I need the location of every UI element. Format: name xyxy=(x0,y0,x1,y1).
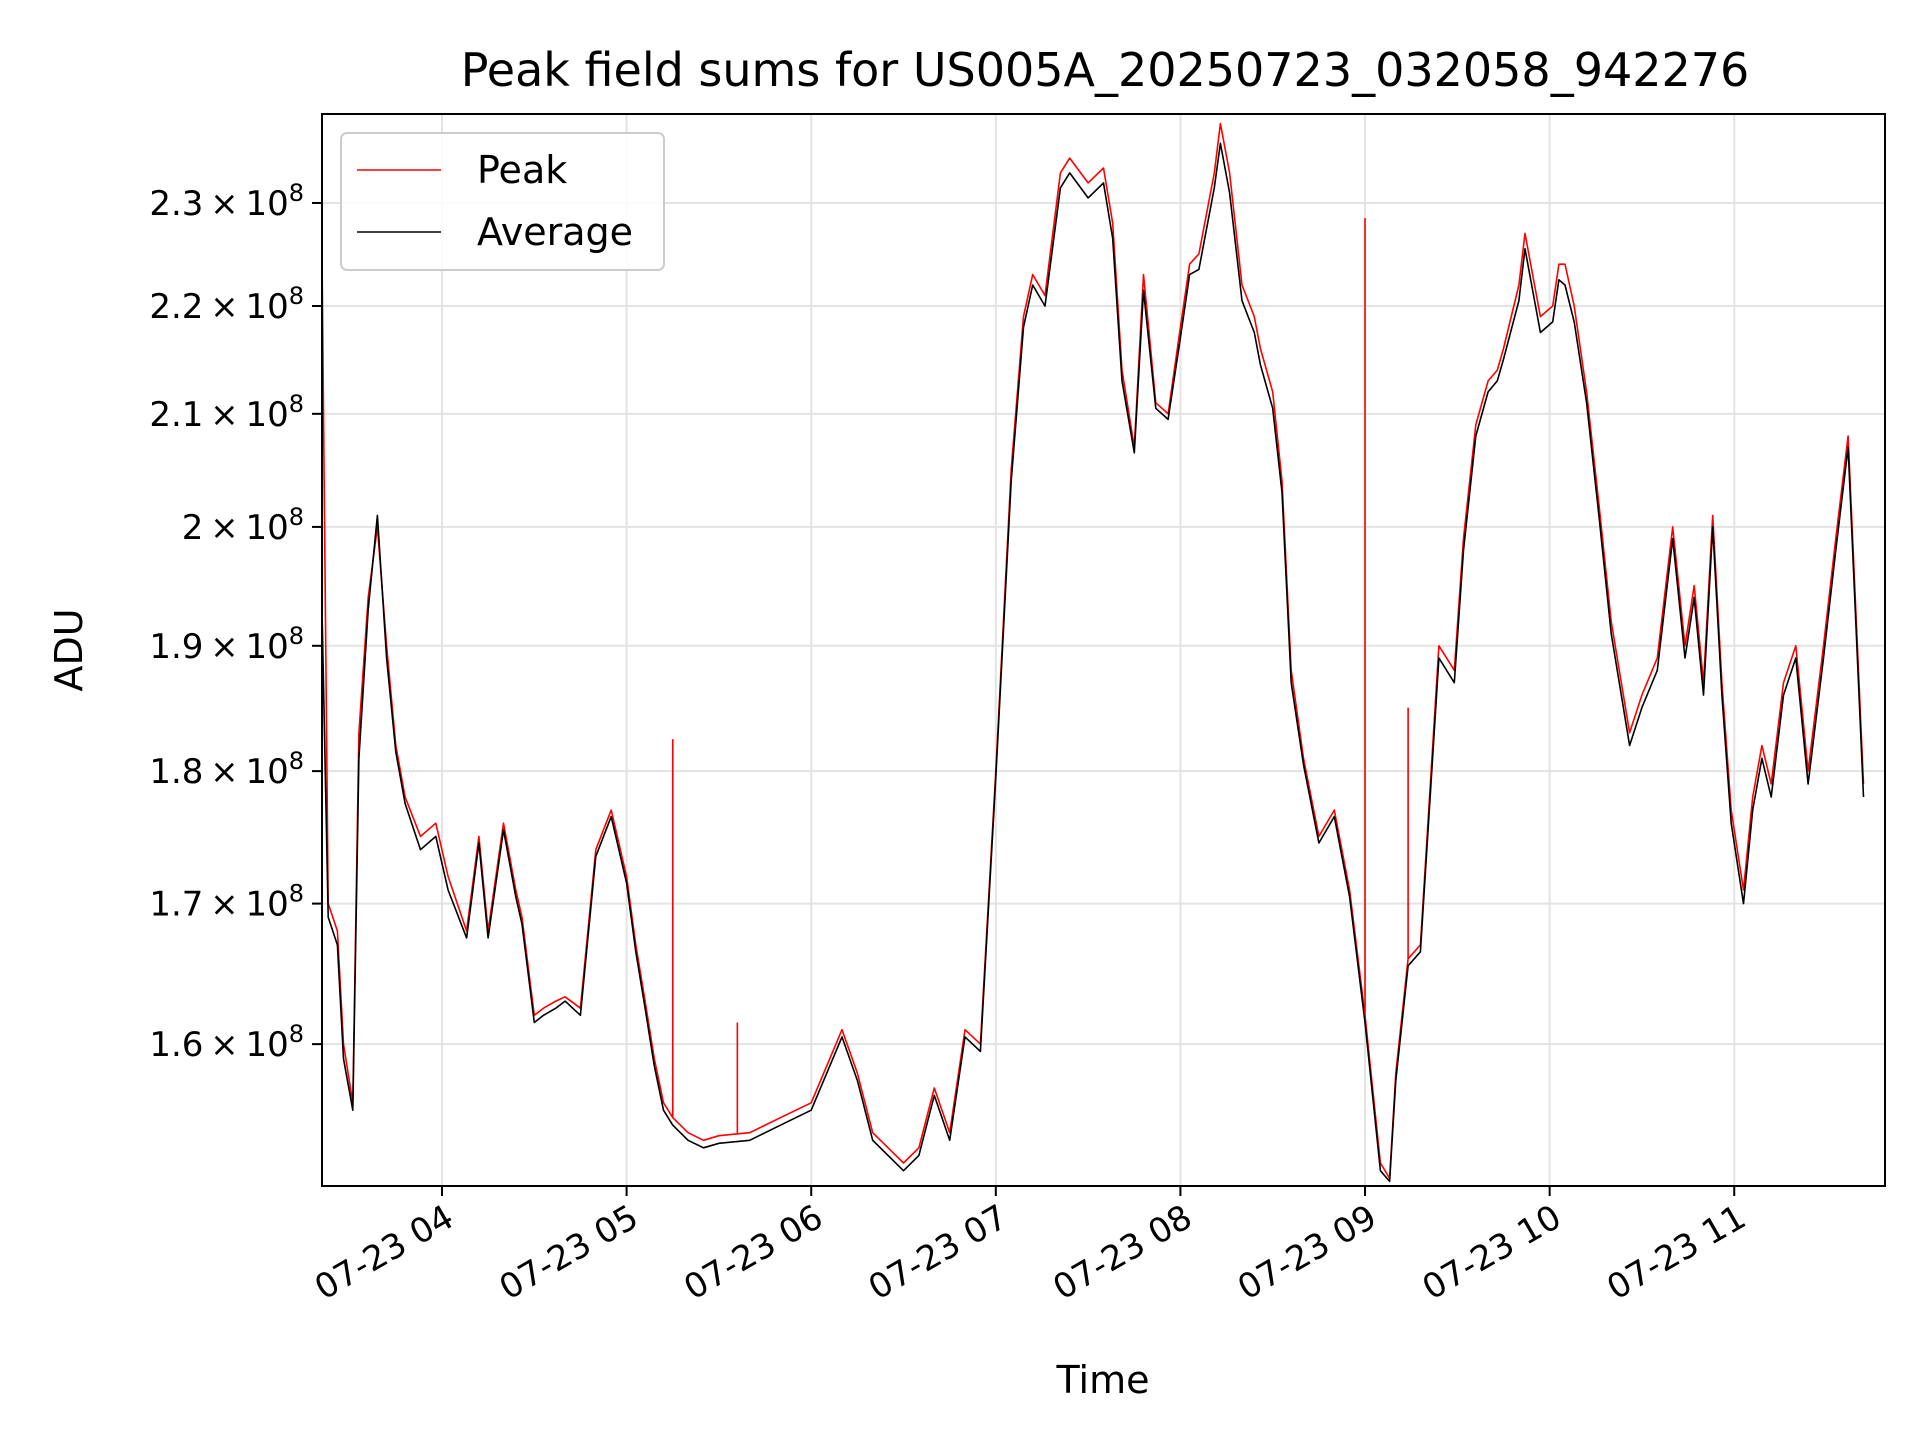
y-tick-label: 2.3 × 108 xyxy=(149,179,304,224)
series-line-average xyxy=(321,142,1865,1183)
y-axis: 1.6 × 108 1.7 × 108 1.8 × 108 1.9 × 108 2 × … xyxy=(149,179,322,1065)
legend-box xyxy=(340,132,665,271)
y-tick-label: 1.7 × 108 xyxy=(149,880,304,925)
y-tick-label: 1.8 × 108 xyxy=(149,747,304,792)
plot-frame xyxy=(321,113,1886,1187)
y-tick-label: 2.1 × 108 xyxy=(149,390,304,435)
x-axis-title: Time xyxy=(1056,1358,1150,1402)
chart-title: Peak field sums for US005A_20250723_0320… xyxy=(461,43,1750,97)
y-axis-title: ADU xyxy=(47,608,91,691)
y-tick-label: 2 × 108 xyxy=(182,503,304,548)
y-tick-label: 1.6 × 108 xyxy=(149,1020,304,1065)
y-tick-label: 2.2 × 108 xyxy=(149,282,304,327)
legend: Peak Average xyxy=(340,132,665,271)
series-lines xyxy=(321,122,1865,1183)
y-tick-label: 1.9 × 108 xyxy=(149,622,304,667)
legend-label-peak: Peak xyxy=(477,148,567,192)
legend-label-average: Average xyxy=(477,210,633,254)
grid xyxy=(322,114,1885,1186)
